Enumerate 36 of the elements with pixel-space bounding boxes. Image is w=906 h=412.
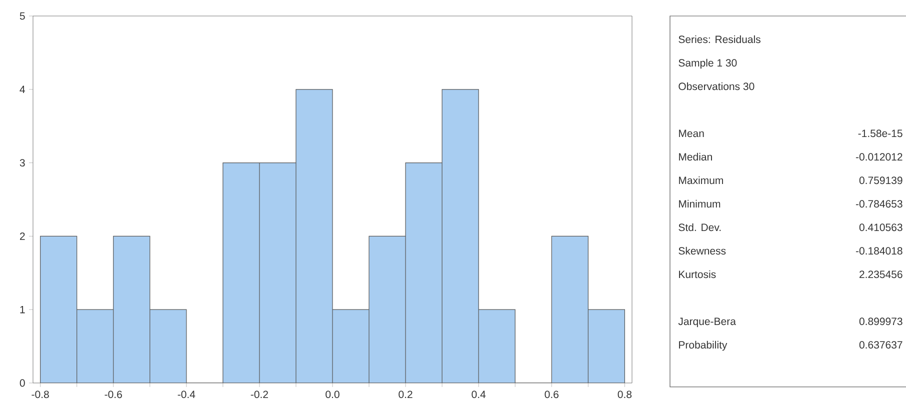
- x-tick-label: 0.6: [544, 390, 558, 398]
- y-tick-label: 0: [20, 379, 25, 387]
- y-tick-label: 1: [20, 306, 25, 314]
- x-tick-label: -0.2: [250, 390, 268, 398]
- text: 0.899973: [859, 318, 902, 326]
- text: 0.637637: [859, 341, 902, 349]
- text: Minimum: [679, 200, 720, 208]
- text: 0.759139: [859, 176, 902, 184]
- text: Maximum: [679, 176, 723, 184]
- y-tick-label: 5: [20, 12, 25, 20]
- text: Sample 1 30: [678, 58, 737, 69]
- text: Std. Dev.: [678, 223, 721, 232]
- text: -0.784653: [856, 200, 902, 208]
- x-tick-label: -0.4: [178, 390, 196, 398]
- x-tick-label: -0.6: [104, 390, 122, 398]
- x-tick-label: -0.8: [32, 390, 49, 398]
- text: -0.184018: [856, 247, 902, 255]
- y-tick-label: 2: [20, 232, 25, 240]
- x-tick-label: 0.4: [472, 390, 486, 398]
- x-tick-label: 0.0: [326, 390, 340, 398]
- x-tick-label: 0.8: [618, 390, 632, 398]
- text: Probability: [679, 340, 728, 351]
- text: 0.410563: [859, 224, 902, 232]
- text: Median: [679, 152, 712, 161]
- text: Mean: [679, 130, 704, 138]
- text: Kurtosis: [679, 270, 716, 278]
- x-tick-label: 0.2: [398, 390, 412, 398]
- text: -1.58e-15: [858, 130, 902, 138]
- text: Jarque-Bera: [678, 318, 736, 328]
- text: -0.012012: [856, 153, 902, 161]
- text: Skewness: [678, 246, 726, 255]
- text: 2.235456: [860, 270, 902, 278]
- text: Observations 30: [678, 82, 754, 90]
- y-tick-label: 3: [20, 159, 25, 167]
- text: Series: Residuals: [678, 35, 760, 44]
- y-tick-label: 4: [20, 86, 25, 94]
